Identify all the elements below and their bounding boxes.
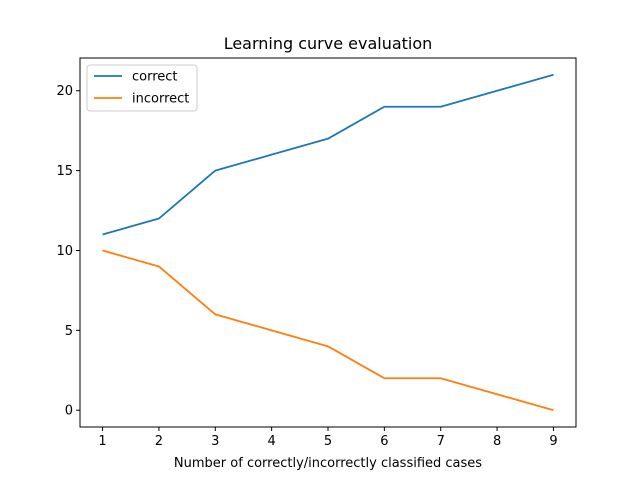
x-axis: 1 2 3 4 5 6 7 8 9: [98, 427, 558, 449]
y-tick-label: 20: [56, 84, 73, 99]
plot-frame: [79, 57, 577, 428]
x-tick-label: 4: [267, 434, 275, 449]
series-line-incorrect: [102, 249, 554, 412]
legend: correct incorrect: [86, 64, 198, 112]
y-tick-label: 0: [65, 404, 73, 419]
chart-title: Learning curve evaluation: [224, 34, 433, 53]
plot-area: [102, 73, 554, 412]
y-tick-label: 10: [56, 244, 73, 259]
series-line-correct: [102, 73, 554, 236]
x-tick-label: 6: [380, 434, 388, 449]
x-tick-label: 8: [493, 434, 501, 449]
x-tick-label: 5: [324, 434, 332, 449]
x-axis-label: Number of correctly/incorrectly classifi…: [174, 456, 482, 471]
legend-label-correct: correct: [132, 70, 178, 85]
x-tick-label: 9: [549, 434, 557, 449]
y-tick-label: 5: [65, 324, 73, 339]
legend-label-incorrect: incorrect: [132, 92, 189, 107]
y-tick-label: 15: [56, 164, 73, 179]
x-tick-label: 7: [437, 434, 445, 449]
x-tick-label: 2: [155, 434, 163, 449]
y-axis: 0 5 10 15 20: [56, 84, 80, 419]
x-tick-label: 1: [98, 434, 106, 449]
x-tick-label: 3: [211, 434, 219, 449]
